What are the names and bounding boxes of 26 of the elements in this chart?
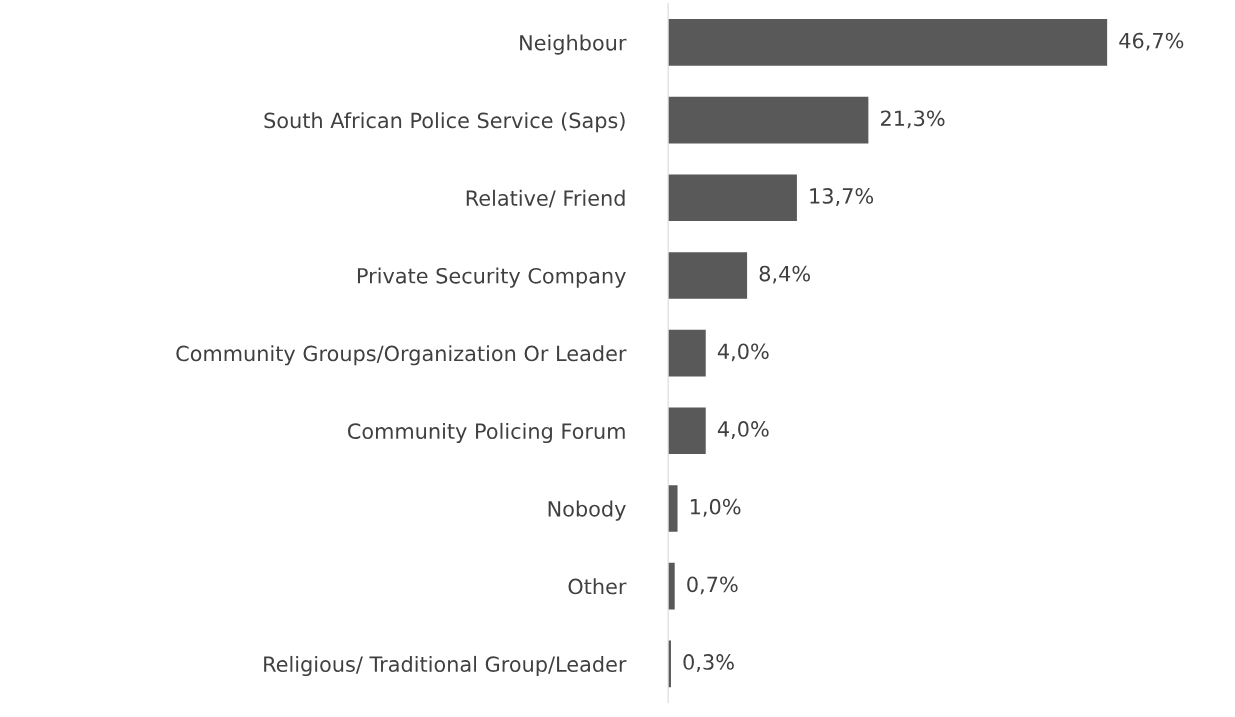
- data-label: 0,7%: [687, 576, 738, 595]
- y-tick-label: Relative/ Friend: [466, 189, 625, 208]
- y-tick-label: Other: [568, 578, 627, 595]
- y-tick-label: Nobody: [548, 500, 626, 521]
- bar: [668, 19, 1108, 66]
- y-tick-label: Private Security Company: [357, 267, 626, 288]
- data-label: 13,7%: [810, 188, 874, 206]
- y-tick-label: Religious/ Traditional Group/Leader: [264, 655, 627, 677]
- data-label: 4,0%: [717, 421, 769, 439]
- data-label: 8,4%: [759, 265, 810, 284]
- bar: [668, 252, 748, 299]
- y-tick-label: Community Policing Forum: [347, 422, 625, 444]
- bar: [668, 329, 706, 377]
- data-label: 1,0%: [690, 498, 741, 517]
- bar: [668, 407, 706, 455]
- bar: [668, 174, 797, 222]
- bar: [668, 562, 675, 610]
- bar: [668, 485, 678, 532]
- data-label: 21,3%: [881, 110, 945, 129]
- y-tick-label: South African Police Service (Saps): [264, 112, 625, 133]
- data-label: 0,3%: [683, 654, 734, 672]
- data-label: 46,7%: [1119, 32, 1184, 51]
- y-tick-label: Community Groups/Organization Or Leader: [176, 345, 627, 366]
- data-label: 4,0%: [717, 343, 769, 362]
- y-tick-label: Neighbour: [520, 34, 627, 55]
- bar: [668, 96, 869, 144]
